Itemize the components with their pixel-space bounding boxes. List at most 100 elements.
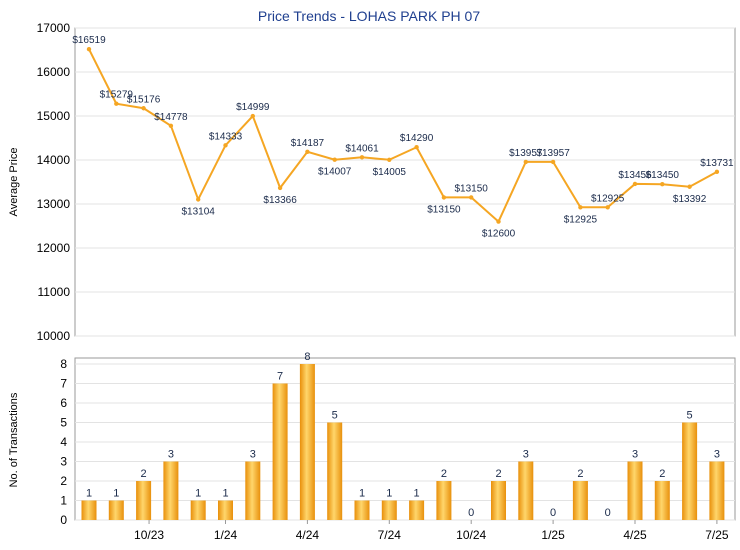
transaction-bar-label: 1 xyxy=(359,488,365,500)
price-data-label: $13731 xyxy=(700,158,734,169)
transactions-y-tick-label: 6 xyxy=(60,396,67,410)
price-y-tick-label: 16000 xyxy=(37,65,71,79)
price-y-tick-label: 15000 xyxy=(37,109,71,123)
transaction-bar-label: 1 xyxy=(86,488,92,500)
transaction-bar-label: 3 xyxy=(523,449,529,461)
transaction-bar-label: 0 xyxy=(468,507,474,519)
price-point xyxy=(550,159,556,165)
transaction-bar xyxy=(299,364,315,520)
transactions-y-axis-label: No. of Transactions xyxy=(8,392,20,487)
transactions-y-tick-label: 3 xyxy=(60,455,67,469)
price-y-tick-label: 13000 xyxy=(37,197,71,211)
transaction-bar-label: 0 xyxy=(550,507,556,519)
price-point xyxy=(523,159,528,165)
transaction-bar-label: 1 xyxy=(414,488,420,500)
price-point xyxy=(387,157,392,162)
transaction-bar xyxy=(518,461,534,520)
transaction-bar-label: 1 xyxy=(386,488,392,500)
transaction-bar xyxy=(627,461,643,520)
price-y-tick-label: 14000 xyxy=(37,153,71,167)
x-tick-label: 4/24 xyxy=(296,528,320,542)
price-data-label: $13957 xyxy=(509,148,543,159)
transaction-bar-label: 3 xyxy=(714,449,720,461)
transaction-bar xyxy=(491,481,506,520)
price-y-ticks: 10000 11000 12000 13000 14000 15000 16000 17000 xyxy=(37,21,71,343)
transaction-bar-label: 0 xyxy=(605,507,611,519)
price-y-axis-label: Average Price xyxy=(8,148,20,217)
price-point xyxy=(196,197,201,202)
chart-title: Price Trends - LOHAS PARK PH 07 xyxy=(258,8,480,24)
price-line-group xyxy=(86,46,720,224)
price-point xyxy=(441,195,447,200)
transactions-x-ticks: 10/23 1/24 4/24 7/24 10/24 1/25 4/25 7/25 xyxy=(134,520,729,542)
price-data-label: $12600 xyxy=(482,229,516,240)
price-point xyxy=(578,205,583,210)
transaction-bar-label: 2 xyxy=(659,468,665,480)
price-data-label: $13957 xyxy=(536,148,570,159)
transactions-y-tick-label: 8 xyxy=(60,357,67,371)
transaction-bar xyxy=(245,461,261,520)
price-data-label: $16519 xyxy=(72,35,106,46)
transactions-y-tick-label: 1 xyxy=(60,494,67,508)
price-labels: $16519 $15279$15176 $14778 $13104 $14333 $149… xyxy=(72,35,734,239)
transactions-y-tick-label: 2 xyxy=(60,474,67,488)
price-point xyxy=(605,205,610,210)
price-point xyxy=(414,145,419,150)
transaction-bar-label: 3 xyxy=(168,449,174,461)
price-data-label: $13150 xyxy=(427,204,461,215)
price-data-label: $15176 xyxy=(127,94,161,105)
price-y-tick-label: 12000 xyxy=(37,241,71,255)
transaction-bar-label: 1 xyxy=(222,488,228,500)
price-point xyxy=(632,181,638,187)
transaction-bar xyxy=(682,422,698,520)
transaction-bars xyxy=(81,364,725,520)
price-point xyxy=(86,46,92,52)
price-point xyxy=(277,185,283,191)
transaction-bar xyxy=(272,383,288,520)
price-y-tick-label: 11000 xyxy=(38,285,71,299)
transactions-grid xyxy=(75,363,735,521)
x-tick-label: 1/25 xyxy=(541,528,565,542)
price-data-label: $12925 xyxy=(591,193,625,204)
price-data-label: $12925 xyxy=(564,214,598,225)
transaction-bar xyxy=(654,481,670,520)
price-data-label: $14999 xyxy=(236,102,270,113)
price-point xyxy=(141,106,146,111)
transaction-bar-label: 8 xyxy=(304,351,310,363)
price-data-label: $15279 xyxy=(100,90,134,101)
price-point xyxy=(114,101,119,106)
x-tick-label: 10/24 xyxy=(456,528,486,542)
transaction-bar xyxy=(81,500,97,520)
transaction-bar xyxy=(108,500,124,520)
price-data-label: $14187 xyxy=(291,138,325,149)
price-data-label: $13392 xyxy=(673,194,707,205)
price-point xyxy=(660,182,665,187)
transactions-y-tick-label: 0 xyxy=(60,513,67,527)
price-point xyxy=(359,155,365,160)
transaction-bar-label: 2 xyxy=(141,468,147,480)
transaction-bar-label: 3 xyxy=(632,449,638,461)
transaction-bar-label: 2 xyxy=(441,468,447,480)
transaction-bar xyxy=(572,481,588,520)
price-data-label: $13150 xyxy=(455,183,489,194)
price-point xyxy=(469,195,474,200)
price-line xyxy=(88,48,718,224)
transaction-bar xyxy=(190,500,206,520)
price-data-label: $14005 xyxy=(373,167,407,178)
transaction-bar-label: 1 xyxy=(113,488,119,500)
transactions-y-tick-label: 4 xyxy=(60,435,67,449)
x-tick-label: 4/25 xyxy=(623,528,647,542)
transaction-bar xyxy=(436,481,452,520)
x-tick-label: 1/24 xyxy=(214,528,238,542)
transaction-bar-label: 1 xyxy=(195,488,201,500)
transaction-bar-labels: 1 1 2 3 1 1 3 7 8 5 1 1 1 2 0 2 3 0 2 0 3 2 5 3 xyxy=(86,351,720,519)
transaction-bar xyxy=(163,461,179,520)
price-point xyxy=(687,184,692,189)
price-data-label: $13456 xyxy=(618,170,652,181)
transaction-bar xyxy=(709,461,725,520)
x-tick-label: 7/25 xyxy=(705,528,729,542)
price-data-label: $14290 xyxy=(400,133,434,144)
transaction-bar-label: 2 xyxy=(577,468,583,480)
transaction-bar xyxy=(136,481,152,520)
transactions-plot-area xyxy=(74,357,736,521)
